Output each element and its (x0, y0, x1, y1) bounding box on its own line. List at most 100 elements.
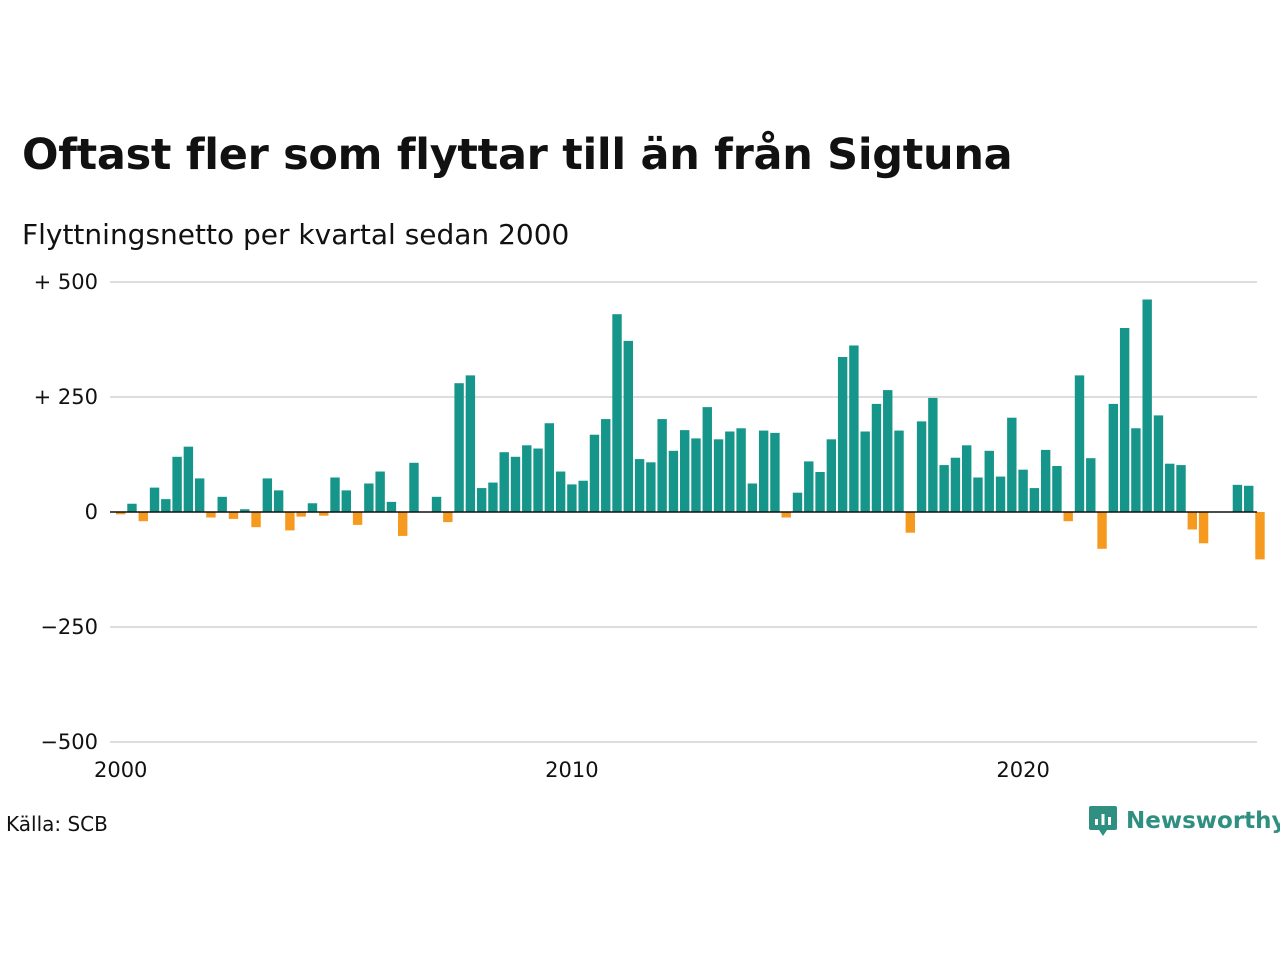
bar-2019Q3 (995, 476, 1006, 512)
bar-2016Q2 (849, 345, 859, 512)
bar-2013Q3 (725, 431, 735, 512)
bar-2009Q3 (544, 423, 555, 512)
bar-2020Q4 (1052, 466, 1062, 512)
bar-2017Q1 (883, 390, 893, 512)
bar-2004Q3 (319, 512, 329, 516)
bar-2000Q1 (116, 512, 126, 515)
x-tick-label: 2010 (545, 758, 598, 782)
bar-2014Q4 (781, 512, 791, 518)
bar-2020Q2 (1029, 488, 1040, 512)
bars (116, 299, 1265, 560)
y-tick-label: 0 (85, 500, 98, 524)
bar-2004Q2 (307, 503, 318, 512)
bar-2014Q2 (758, 430, 769, 512)
bar-undefined (1255, 512, 1265, 560)
bar-2009Q4 (555, 471, 566, 512)
bar-2013Q2 (713, 439, 724, 512)
bar-2022Q3 (1131, 428, 1141, 512)
bar-2024Q4 (1232, 484, 1243, 512)
bar-2003Q1 (251, 512, 261, 528)
bar-2021Q2 (1074, 375, 1085, 512)
bar-2004Q4 (330, 477, 340, 512)
bar-2001Q2 (172, 456, 182, 512)
bar-2015Q3 (815, 471, 825, 512)
bar-2019Q2 (984, 450, 994, 512)
bar-2011Q2 (623, 340, 633, 512)
y-tick-label: −500 (40, 730, 98, 754)
axes: + 500 + 250 0 −250 −500 2000 2010 2020 (34, 270, 1257, 782)
bar-2003Q3 (273, 490, 284, 512)
bar-2021Q3 (1086, 458, 1096, 512)
bar-2006Q1 (386, 501, 397, 512)
bar-2011Q4 (646, 462, 656, 512)
bar-2012Q3 (680, 430, 690, 512)
bar-2016Q1 (837, 356, 848, 512)
y-tick-label: + 250 (34, 385, 98, 409)
x-tick-label: 2020 (996, 758, 1049, 782)
bar-2005Q2 (352, 512, 363, 525)
bar-2018Q2 (939, 465, 949, 512)
bar-2021Q1 (1063, 512, 1073, 522)
bar-2022Q4 (1142, 299, 1152, 512)
bar-2005Q4 (375, 471, 385, 512)
bar-2020Q3 (1040, 449, 1051, 512)
bar-2004Q1 (296, 512, 306, 517)
bar-2001Q3 (183, 446, 194, 512)
bar-2015Q2 (804, 461, 814, 512)
bar-2000Q4 (149, 487, 160, 512)
bar-2007Q1 (431, 496, 442, 512)
y-tick-label: −250 (40, 615, 98, 639)
bar-2016Q3 (860, 431, 870, 512)
bar-2012Q1 (657, 419, 667, 512)
bar-2023Q4 (1187, 512, 1197, 530)
bar-2008Q3 (499, 452, 509, 512)
bar-2019Q4 (1007, 417, 1017, 512)
chart-title: Oftast fler som flyttar till än från Sig… (22, 130, 1013, 180)
bar-2008Q2 (488, 482, 498, 512)
bar-2021Q4 (1097, 512, 1107, 549)
bar-2012Q2 (668, 450, 679, 512)
bar-2017Q2 (894, 430, 904, 512)
brand-logo[interactable]: Newsworthy (1088, 804, 1280, 838)
bar-2003Q2 (262, 478, 273, 512)
bar-2008Q4 (510, 456, 521, 512)
brand-name: Newsworthy (1126, 808, 1280, 834)
bar-2010Q1 (567, 484, 577, 512)
y-tick-label: + 500 (34, 270, 98, 294)
bar-2009Q1 (522, 445, 532, 512)
bar-2010Q3 (589, 434, 600, 512)
bar-chart: + 500 + 250 0 −250 −500 2000 2010 2020 (34, 270, 1265, 782)
bar-2017Q4 (916, 421, 927, 512)
bar-2011Q1 (612, 314, 622, 512)
bar-2000Q2 (127, 503, 137, 512)
bar-2009Q2 (533, 448, 543, 512)
bar-2018Q4 (962, 445, 972, 512)
bar-2008Q1 (476, 488, 487, 512)
x-tick-label: 2000 (94, 758, 147, 782)
bar-2020Q1 (1018, 469, 1028, 512)
bar-2017Q3 (905, 512, 915, 533)
bar-2007Q3 (454, 383, 464, 512)
bar-2007Q4 (465, 375, 476, 512)
bar-2006Q2 (398, 512, 408, 536)
bar-2001Q4 (194, 478, 205, 512)
bar-2016Q4 (871, 403, 882, 512)
bar-2000Q3 (138, 512, 148, 522)
bar-2005Q3 (364, 483, 374, 512)
bar-2012Q4 (691, 438, 701, 512)
bar-2023Q1 (1153, 415, 1164, 512)
bar-2010Q2 (578, 480, 588, 512)
gridlines (110, 281, 1257, 743)
bar-2003Q4 (285, 512, 295, 531)
bar-2025Q1 (1244, 485, 1254, 512)
bar-2011Q3 (634, 459, 645, 512)
bar-2022Q2 (1119, 328, 1130, 512)
bar-2002Q3 (228, 512, 239, 519)
bar-2001Q1 (161, 499, 171, 512)
bar-2023Q2 (1165, 463, 1175, 512)
newsworthy-logo-icon (1089, 806, 1117, 836)
bar-2013Q4 (736, 428, 746, 512)
chart-subtitle: Flyttningsnetto per kvartal sedan 2000 (22, 218, 570, 251)
bar-2024Q1 (1198, 512, 1209, 544)
bar-2015Q4 (826, 439, 837, 512)
